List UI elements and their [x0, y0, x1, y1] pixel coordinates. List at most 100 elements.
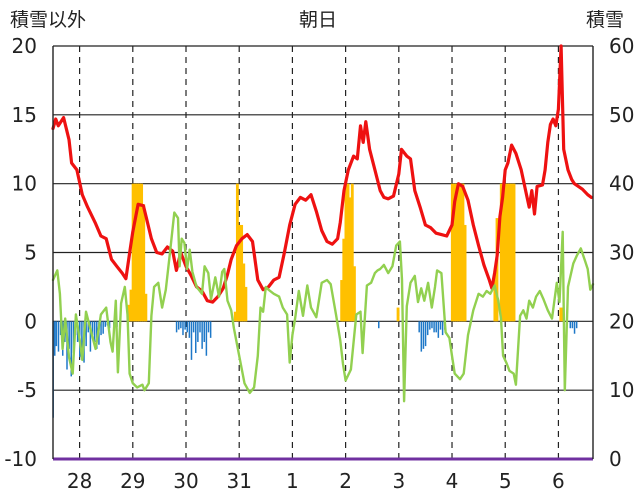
snowfall-bar	[455, 183, 458, 322]
negative-bar	[575, 321, 578, 329]
snowfall-bar	[453, 183, 456, 322]
y-right-tick-label: 30	[609, 241, 634, 265]
left-axis-title: 積雪以外	[10, 9, 86, 31]
x-tick-label: 3	[392, 469, 405, 493]
negative-bar	[429, 321, 431, 330]
negative-bar	[441, 321, 444, 336]
snowfall-bar	[242, 263, 246, 322]
x-tick-label: 5	[499, 469, 512, 493]
negative-bar	[569, 321, 572, 329]
negative-bar	[177, 321, 180, 330]
snowfall-bar	[508, 183, 512, 322]
snowfall-bar	[463, 224, 467, 322]
negative-bar	[186, 321, 188, 333]
x-tick-label: 2	[339, 469, 352, 493]
snowfall-bar	[450, 183, 454, 322]
snowfall-bar	[501, 183, 505, 322]
negative-bar	[70, 321, 73, 377]
y-right-tick-label: 50	[609, 103, 634, 127]
negative-bar	[437, 321, 440, 338]
x-tick-label: 31	[226, 469, 251, 493]
negative-bar	[205, 321, 208, 356]
x-tick-label: 4	[446, 469, 459, 493]
negative-bar	[87, 321, 90, 333]
y-right-tick-label: 20	[609, 309, 634, 333]
negative-bar	[175, 321, 178, 333]
negative-bar	[197, 321, 199, 342]
negative-bar	[571, 321, 574, 329]
snowfall-bar	[244, 286, 248, 322]
snowfall-bar	[238, 224, 241, 322]
negative-bar	[435, 321, 437, 333]
negative-bar	[194, 321, 197, 353]
snowfall-bar	[493, 273, 497, 322]
x-tick-label: 6	[552, 469, 565, 493]
negative-bar	[55, 321, 58, 347]
y-right-tick-label: 60	[609, 34, 634, 58]
snowfall-bar	[461, 183, 465, 322]
x-tick-label: 1	[286, 469, 299, 493]
negative-bar	[424, 321, 427, 347]
snowfall-bar	[350, 183, 354, 322]
snowfall-bar	[144, 293, 148, 322]
negative-bar	[207, 321, 210, 333]
snowfall-bar	[342, 238, 346, 322]
negative-bar	[72, 321, 75, 353]
axes-layer	[52, 46, 594, 459]
red-series-line	[51, 44, 594, 304]
snowfall-bar	[233, 311, 237, 322]
negative-bar	[81, 321, 83, 352]
negative-bar	[201, 321, 203, 349]
y-left-tick-label: 10	[12, 172, 37, 196]
negative-bar	[190, 321, 193, 360]
x-tick-label: 30	[173, 469, 198, 493]
negative-bar	[57, 321, 60, 352]
y-left-tick-label: 0	[24, 309, 37, 333]
negative-bar	[100, 321, 102, 336]
negative-bar	[422, 321, 425, 349]
snowfall-bar	[396, 307, 400, 322]
snowfall-bar	[510, 183, 514, 322]
negative-bar	[209, 321, 212, 338]
snowfall-bar	[499, 183, 503, 322]
snowfall-bar	[495, 218, 499, 322]
snowfall-bar	[140, 183, 144, 322]
y-left-tick-label: -5	[17, 378, 37, 402]
y-left-tick-label: -10	[4, 447, 37, 471]
snowfall-bar	[127, 304, 131, 322]
snowfall-bar	[459, 183, 463, 322]
y-right-tick-label: 0	[609, 447, 622, 471]
y-left-tick-label: 15	[12, 103, 37, 127]
negative-bar	[91, 321, 94, 336]
snowfall-bar	[353, 266, 356, 322]
negative-bar	[85, 321, 87, 347]
snowfall-bar	[340, 280, 344, 322]
snowfall-bar	[559, 307, 563, 322]
snowfall-bar	[133, 183, 137, 322]
negative-bar	[188, 321, 191, 338]
snowfall-bar	[142, 204, 146, 322]
negative-bar	[199, 321, 201, 333]
negative-bar	[102, 321, 104, 334]
snowfall-bar	[135, 183, 139, 322]
negative-bar	[108, 321, 111, 329]
negative-bar	[104, 321, 107, 327]
negative-bar	[93, 321, 96, 342]
snowfall-bar	[129, 289, 133, 322]
negative-bar	[203, 321, 206, 342]
chart-title: 朝日	[299, 9, 337, 31]
snowfall-bar	[131, 183, 135, 322]
snowfall-bar	[348, 197, 352, 322]
lines-layer	[51, 44, 595, 461]
snowfall-bar	[138, 183, 141, 322]
negative-bar	[184, 321, 186, 330]
green-series-line	[51, 211, 595, 403]
right-axis-title: 積雪	[586, 9, 624, 31]
snowfall-bar	[344, 183, 348, 322]
snowfall-bar	[504, 183, 507, 322]
snowfall-bar	[506, 183, 510, 322]
